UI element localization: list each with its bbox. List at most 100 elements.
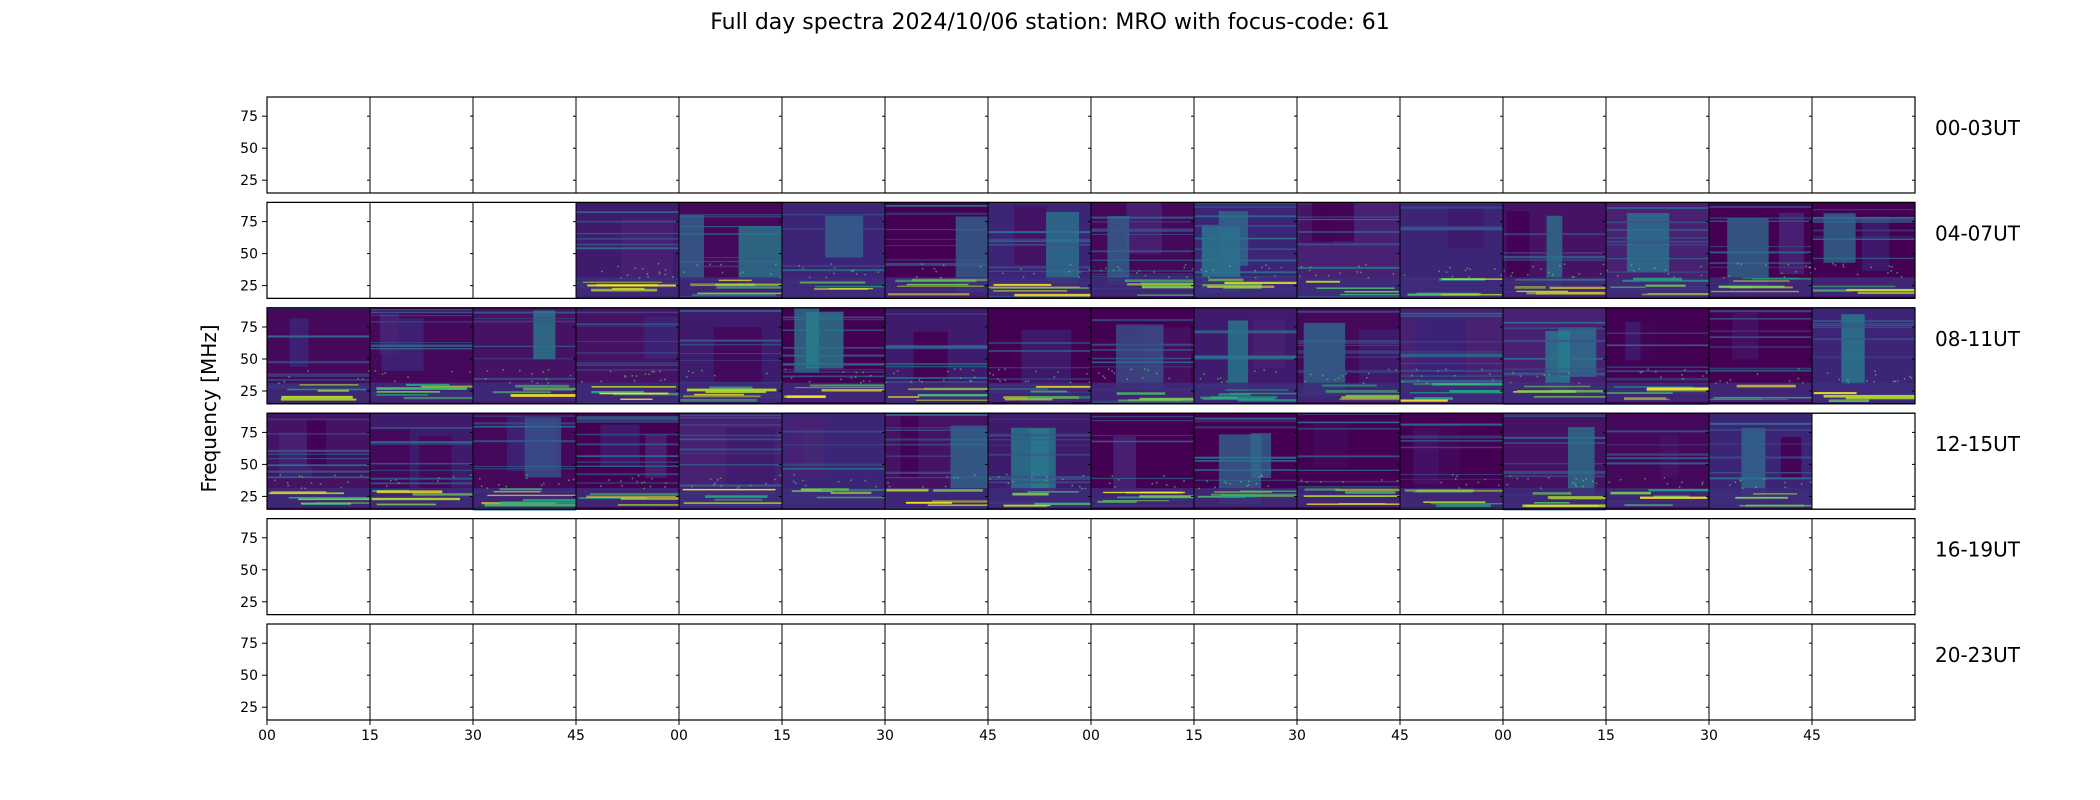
spectrum-panel xyxy=(575,96,680,194)
y-tick-label: 25 xyxy=(240,700,258,716)
y-tick-label: 50 xyxy=(240,352,258,368)
spectrum-panel xyxy=(1605,623,1710,721)
spectrum-panel xyxy=(1605,307,1710,405)
spectrum-panel xyxy=(472,518,577,616)
spectrum-panel xyxy=(472,623,577,721)
x-tick-label: 00 xyxy=(258,728,276,744)
x-tick-label: 00 xyxy=(1494,728,1512,744)
spectrum-panel xyxy=(1502,96,1607,194)
spectrum-panel xyxy=(1193,201,1298,299)
spectra-row-1: 75 50 25 04-07UT xyxy=(240,201,2021,299)
row-frame xyxy=(266,412,1916,510)
y-axis-label: Frequency [MHz] xyxy=(197,324,221,492)
spectrum-panel xyxy=(575,412,680,510)
spectrum-panel xyxy=(987,201,1092,299)
y-tick-label: 75 xyxy=(240,636,258,652)
x-tick-label: 15 xyxy=(361,728,379,744)
spectrum-panel xyxy=(1502,623,1607,721)
spectrum-panel xyxy=(1296,201,1401,299)
y-tick-label: 25 xyxy=(240,279,258,295)
spectrum-panel xyxy=(1811,201,1916,299)
spectrum-panel xyxy=(884,307,989,405)
x-tick-label: 15 xyxy=(1185,728,1203,744)
x-tick-label: 15 xyxy=(773,728,791,744)
spectra-row-2: 75 50 25 08-11UT xyxy=(240,307,2021,405)
spectrum-panel xyxy=(472,96,577,194)
spectrum-panel xyxy=(884,96,989,194)
spectrum-panel xyxy=(1399,96,1504,194)
spectrum-panel xyxy=(1605,201,1710,299)
spectrum-panel xyxy=(678,307,783,405)
spectrum-panel xyxy=(1502,201,1607,299)
spectrum-panel xyxy=(369,307,474,405)
spectrum-panel xyxy=(369,518,474,616)
y-tick-label: 75 xyxy=(240,215,258,231)
row-label: 16-19UT xyxy=(1935,538,2021,562)
x-tick-label: 45 xyxy=(567,728,585,744)
spectrum-panel xyxy=(884,201,989,299)
spectrum-panel xyxy=(1296,518,1401,616)
spectra-row-4: 75 50 25 16-19UT xyxy=(240,517,2021,616)
y-tick-label: 75 xyxy=(240,425,258,441)
spectrum-panel xyxy=(884,412,989,510)
spectrum-panel xyxy=(987,518,1092,616)
spectrum-panel xyxy=(987,623,1092,721)
spectrum-panel xyxy=(1502,412,1607,511)
spectrum-panel xyxy=(1296,412,1401,510)
spectrum-panel xyxy=(987,96,1092,194)
spectrum-panel xyxy=(1605,518,1710,616)
spectrum-panel xyxy=(575,518,680,616)
spectrum-panel xyxy=(575,623,680,721)
spectrum-panel xyxy=(1605,96,1710,194)
spectrum-panel xyxy=(1708,307,1813,405)
spectrum-panel xyxy=(472,412,577,511)
y-tick-label: 50 xyxy=(240,141,258,157)
spectrum-panel xyxy=(1605,412,1710,510)
spectrum-panel xyxy=(1811,307,1916,405)
spectrum-panel xyxy=(781,518,886,616)
spectrum-panel xyxy=(1708,623,1813,721)
spectrum-panel xyxy=(266,623,371,721)
spectrum-panel xyxy=(1090,201,1195,299)
spectrum-panel xyxy=(369,201,474,299)
row-label: 00-03UT xyxy=(1935,116,2021,140)
spectra-row-0: 75 50 25 00-03UT xyxy=(240,96,2021,194)
spectrum-panel xyxy=(1296,96,1401,194)
spectrum-panel xyxy=(1193,518,1298,616)
x-tick-label: 45 xyxy=(979,728,997,744)
spectrum-panel xyxy=(1399,623,1504,721)
spectrum-panel xyxy=(1708,96,1813,194)
spectrum-panel xyxy=(1811,412,1916,510)
spectrum-panel xyxy=(1090,307,1195,405)
spectrum-panel xyxy=(1090,96,1195,194)
spectrum-panel xyxy=(369,96,474,194)
chart-title: Full day spectra 2024/10/06 station: MRO… xyxy=(710,10,1390,35)
spectrum-panel xyxy=(1502,307,1607,405)
spectrum-panel xyxy=(472,201,577,299)
x-tick-label: 00 xyxy=(670,728,688,744)
spectrum-panel xyxy=(987,412,1092,510)
spectrum-panel xyxy=(266,412,371,510)
y-tick-label: 75 xyxy=(240,320,258,336)
spectrum-panel xyxy=(1399,518,1504,616)
spectrum-panel xyxy=(884,623,989,721)
row-frame xyxy=(266,201,1916,299)
spectrum-panel xyxy=(678,96,783,194)
spectrum-panel xyxy=(266,518,371,616)
spectrum-panel xyxy=(678,201,783,299)
row-frame xyxy=(266,307,1916,405)
x-tick-label: 30 xyxy=(1288,728,1306,744)
spectrum-panel xyxy=(575,307,680,405)
y-tick-label: 50 xyxy=(240,668,258,684)
spectrum-panel xyxy=(1811,96,1916,194)
spectra-row-3: 75 50 25 12-15UT xyxy=(240,412,2021,511)
spectrum-panel xyxy=(369,412,474,510)
spectrum-panel xyxy=(1193,307,1298,405)
row-label: 04-07UT xyxy=(1935,221,2021,245)
x-tick-label: 45 xyxy=(1391,728,1409,744)
spectrum-panel xyxy=(1399,201,1504,299)
spectrum-panel xyxy=(678,518,783,616)
spectrum-panel xyxy=(781,623,886,721)
spectrum-panel xyxy=(1296,307,1401,405)
